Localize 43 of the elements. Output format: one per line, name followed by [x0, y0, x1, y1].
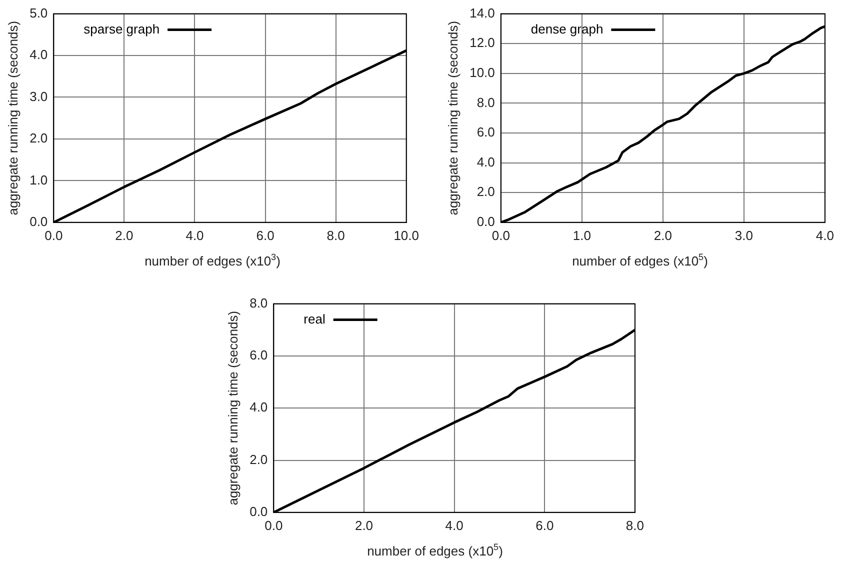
y-axis-title: aggregate running time (seconds): [5, 20, 20, 216]
x-tick-label: 2.0: [654, 228, 672, 243]
x-tick-label: 4.0: [186, 228, 204, 243]
y-tick-label: 3.0: [30, 88, 48, 104]
y-tick-label: 6.0: [250, 348, 268, 363]
y-tick-label: 2.0: [250, 452, 268, 467]
y-tick-label: 8.0: [476, 94, 495, 110]
x-axis-title: number of edges (x10$^{5}$): [366, 542, 504, 558]
y-tick-label: 2.0: [30, 130, 48, 146]
x-tick-label: 1.0: [572, 228, 591, 243]
y-tick-label: 5.0: [30, 5, 48, 20]
x-tick-label: 2.0: [354, 518, 374, 533]
legend-label: dense graph: [530, 21, 604, 36]
y-tick-label: 0.0: [30, 214, 48, 229]
x-tick-label: 8.0: [326, 228, 345, 243]
x-tick-label: 0.0: [44, 228, 63, 243]
y-tick-label: 0.0: [250, 504, 268, 519]
legend-label: real: [304, 311, 326, 326]
y-tick-label: 14.0: [470, 5, 495, 20]
y-tick-label: 6.0: [476, 124, 495, 140]
x-tick-label: 0.0: [492, 228, 510, 243]
x-tick-label: 0.0: [264, 518, 283, 533]
x-tick-label: 2.0: [115, 228, 134, 243]
y-tick-label: 0.0: [476, 214, 495, 229]
y-tick-label: 10.0: [470, 64, 495, 80]
y-tick-label: 4.0: [30, 47, 48, 62]
y-tick-label: 4.0: [476, 154, 495, 170]
y-axis-title: aggregate running time (seconds): [445, 20, 460, 216]
legend-label: sparse graph: [84, 21, 160, 36]
x-tick-label: 3.0: [734, 228, 753, 243]
x-tick-label: 10.0: [394, 228, 420, 243]
x-axis-title: number of edges (x10$^{3}$): [144, 252, 282, 268]
x-axis-title: number of edges (x10$^{5}$): [571, 252, 709, 268]
y-tick-label: 8.0: [250, 295, 268, 310]
x-tick-label: 8.0: [626, 518, 644, 533]
y-tick-label: 2.0: [476, 184, 495, 200]
y-tick-label: 4.0: [250, 400, 268, 415]
y-tick-label: 1.0: [30, 172, 48, 188]
y-tick-label: 12.0: [470, 35, 495, 50]
x-tick-label: 4.0: [445, 518, 464, 533]
y-axis-title: aggregate running time (seconds): [225, 310, 240, 506]
x-tick-label: 6.0: [536, 518, 554, 533]
x-tick-label: 4.0: [816, 228, 834, 243]
